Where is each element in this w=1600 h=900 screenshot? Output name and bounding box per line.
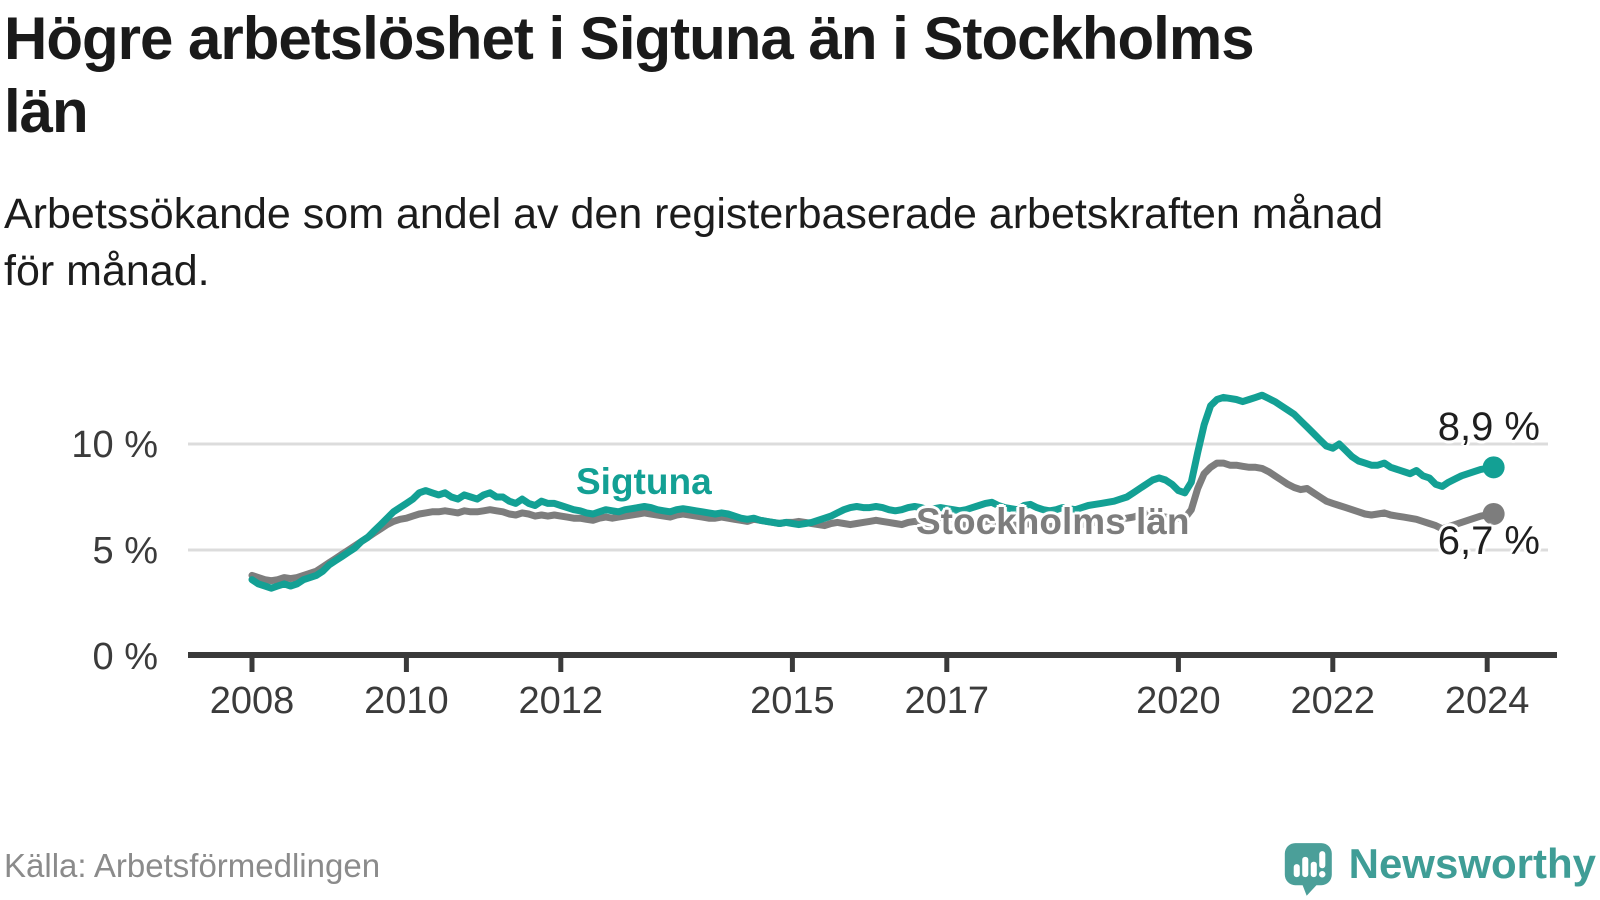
newsworthy-logo-icon [1284,843,1332,896]
end-dot-stockholm [1482,502,1505,525]
newsworthy-logo-text: Newsworthy [1348,840,1596,887]
page-title: Högre arbetslöshet i Sigtuna än i Stockh… [4,5,1255,145]
end-value-label-sigtuna: 8,9 % [1437,405,1540,449]
x-axis-label-2017: 2017 [904,680,990,722]
x-axis-label-2010: 2010 [364,680,449,722]
chart-subtitle: Arbetssökande som andel av den registerb… [4,190,1384,295]
end-dot-sigtuna [1482,456,1505,479]
x-axis-label-2024: 2024 [1444,680,1530,722]
x-axis-label-2022: 2022 [1290,680,1376,722]
end-value-label-stockholm: 6,7 % [1437,519,1540,563]
series-label-sigtuna: Sigtuna [576,461,712,502]
series-line-stockholm [248,459,1498,585]
x-axis-label-2008: 2008 [209,680,295,722]
y-axis-label-5: 5 % [92,530,158,572]
y-axis-label-0: 0 % [92,636,158,678]
source-credit: Källa: Arbetsförmedlingen [4,847,381,884]
x-axis-label-2015: 2015 [750,680,835,722]
x-axis-label-2012: 2012 [518,680,604,722]
series-label-stockholm: Stockholms län [916,501,1190,542]
x-axis-label-2020: 2020 [1136,680,1221,722]
y-axis-label-10: 10 % [71,424,158,466]
newsworthy-logo: Newsworthy [1284,836,1596,898]
series-line-sigtuna [248,391,1498,592]
